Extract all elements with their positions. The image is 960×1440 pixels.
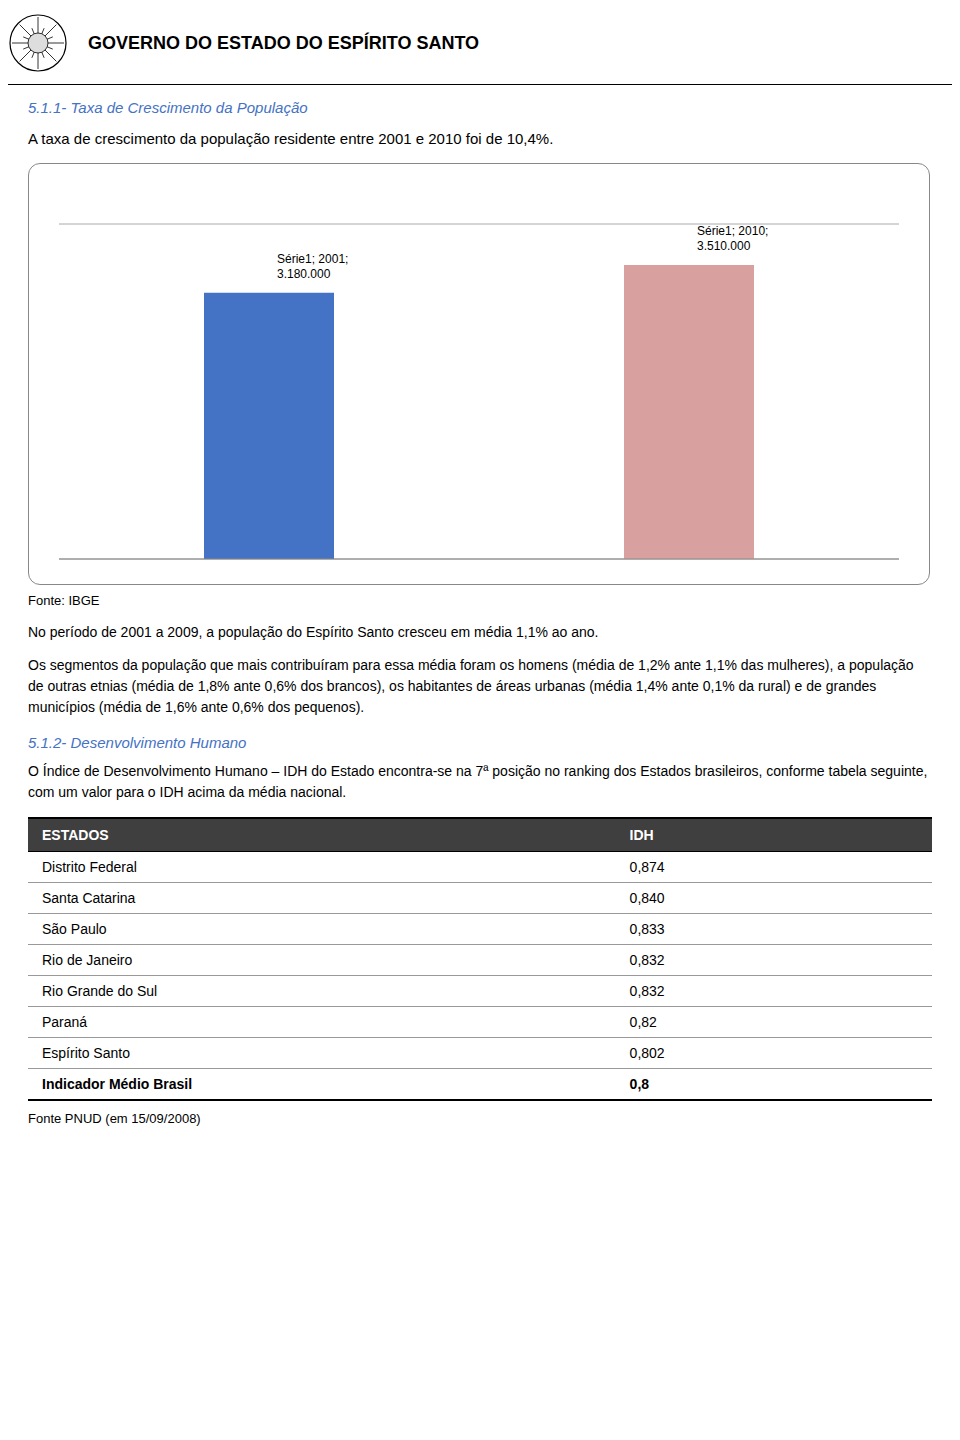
html-text:0,8: 0,8 [629,1076,650,1092]
html-text:Rio Grande do Sul: Rio Grande do Sul [42,983,158,999]
svg-text:Série1; 2010;3.510.000: Série1; 2010;3.510.000 [697,224,768,253]
html-text:IDH: IDH [629,827,654,843]
svg-text:Série1; 2001;3.180.000: Série1; 2001;3.180.000 [277,252,348,281]
html-text:0,802: 0,802 [629,1045,665,1061]
html-text:5.1.2- Desenvolvimento Humano: 5.1.2- Desenvolvimento Humano [28,734,247,751]
html-text:No período de 2001 a 2009, a p: No período de 2001 a 2009, a população d… [28,624,599,640]
html-text:Espírito Santo: Espírito Santo [42,1045,130,1061]
html-text:Fonte: IBGE: Fonte: IBGE [28,593,100,608]
html-text:0,832: 0,832 [629,983,665,999]
html-text:Indicador Médio Brasil: Indicador Médio Brasil [42,1076,193,1092]
html-text:Rio de Janeiro: Rio de Janeiro [42,952,133,968]
html-text:Santa Catarina: Santa Catarina [42,890,136,906]
html-text:GOVERNO DO ESTADO DO ESPÍRITO: GOVERNO DO ESTADO DO ESPÍRITO SANTO [88,32,480,53]
html-text:Paraná: Paraná [42,1014,88,1030]
html-text:Distrito Federal: Distrito Federal [42,859,137,875]
html-text:0,840: 0,840 [629,890,665,906]
html-text:A taxa de crescimento da popul: A taxa de crescimento da população resid… [28,130,554,147]
html-text:0,874: 0,874 [629,859,665,875]
html-text:Os segmentos da população que: Os segmentos da população que mais contr… [28,657,914,715]
html-text:Fonte PNUD (em 15/09/2008): Fonte PNUD (em 15/09/2008) [28,1111,201,1126]
html-text:0,833: 0,833 [629,921,665,937]
html-text:5.1.1- Taxa de Crescimento da: 5.1.1- Taxa de Crescimento da População [28,99,308,116]
html-text:ESTADOS: ESTADOS [42,827,109,843]
html-text:São Paulo: São Paulo [42,921,107,937]
html-text:0,832: 0,832 [629,952,665,968]
html-text:0,82: 0,82 [629,1014,657,1030]
html-text:O Índice de Desenvolvimento Hu: O Índice de Desenvolvimento Humano – IDH… [28,763,928,800]
